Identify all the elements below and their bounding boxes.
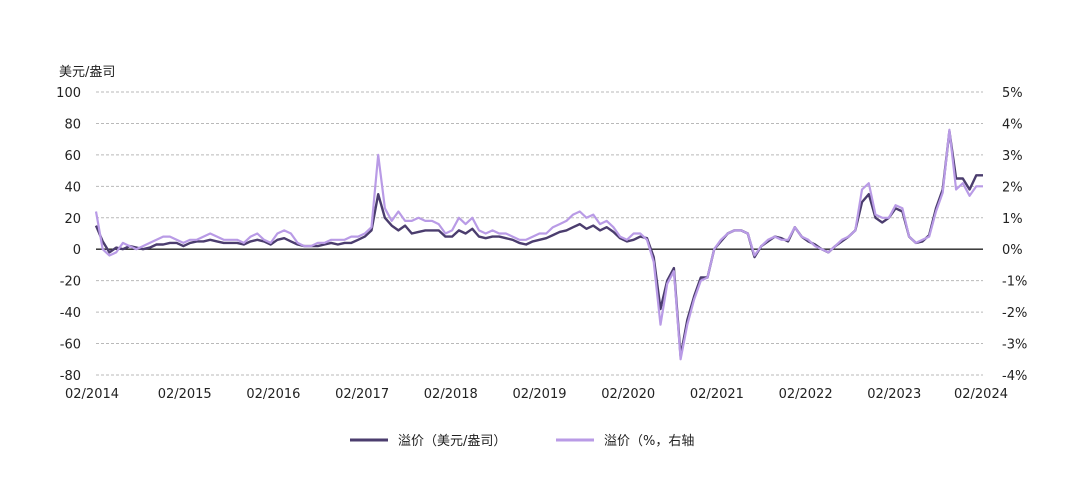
y-left-unit-label: 美元/盎司 [59, 65, 115, 80]
x-tick-label: 02/2019 [512, 387, 566, 402]
series-lines [94, 128, 983, 361]
x-tick-label: 02/2015 [158, 387, 212, 402]
legend-label: 溢价（美元/盎司） [398, 434, 506, 449]
x-tick-label: 02/2023 [867, 387, 921, 402]
y-axis-left: 100 80 60 40 20 0 -20 -40 -60 -80 [56, 86, 81, 384]
legend-label: 溢价（%，右轴 [604, 434, 694, 449]
y-left-tick-label: -60 [60, 338, 81, 353]
y-right-tick-label: -4% [1002, 369, 1027, 384]
y-right-tick-label: 3% [1002, 149, 1023, 164]
y-right-tick-label: 4% [1002, 117, 1023, 132]
y-right-tick-label: 5% [1002, 86, 1023, 101]
y-left-tick-label: -80 [60, 369, 81, 384]
legend: 溢价（美元/盎司） 溢价（%，右轴 [350, 434, 694, 449]
series-line-premium-usd [94, 130, 983, 358]
y-left-tick-label: -20 [60, 275, 81, 290]
x-tick-label: 02/2022 [779, 387, 833, 402]
x-tick-label: 02/2016 [246, 387, 300, 402]
y-left-tick-label: -40 [60, 306, 81, 321]
y-left-tick-label: 0 [73, 243, 81, 258]
y-right-tick-label: -1% [1002, 275, 1027, 290]
x-tick-label: 02/2014 [65, 387, 119, 402]
y-right-tick-label: 0% [1002, 243, 1023, 258]
x-tick-label: 02/2020 [601, 387, 655, 402]
x-tick-label: 02/2018 [424, 387, 478, 402]
series-line-premium-percent [94, 128, 983, 361]
x-tick-label: 02/2024 [954, 387, 1008, 402]
y-left-tick-label: 100 [56, 86, 81, 101]
x-tick-label: 02/2017 [335, 387, 389, 402]
y-left-tick-label: 80 [64, 117, 81, 132]
y-left-tick-label: 40 [64, 180, 81, 195]
x-tick-label: 02/2021 [690, 387, 744, 402]
y-left-tick-label: 20 [64, 212, 81, 227]
x-axis: 02/2014 02/2015 02/2016 02/2017 02/2018 02/20… [65, 387, 1008, 402]
grid [96, 91, 983, 376]
y-right-tick-label: -2% [1002, 306, 1027, 321]
y-right-tick-label: 2% [1002, 180, 1023, 195]
y-axis-right: 5% 4% 3% 2% 1% 0% -1% -2% -3% -4% [1002, 86, 1027, 384]
y-right-tick-label: 1% [1002, 212, 1023, 227]
y-left-tick-label: 60 [64, 149, 81, 164]
y-right-tick-label: -3% [1002, 338, 1027, 353]
